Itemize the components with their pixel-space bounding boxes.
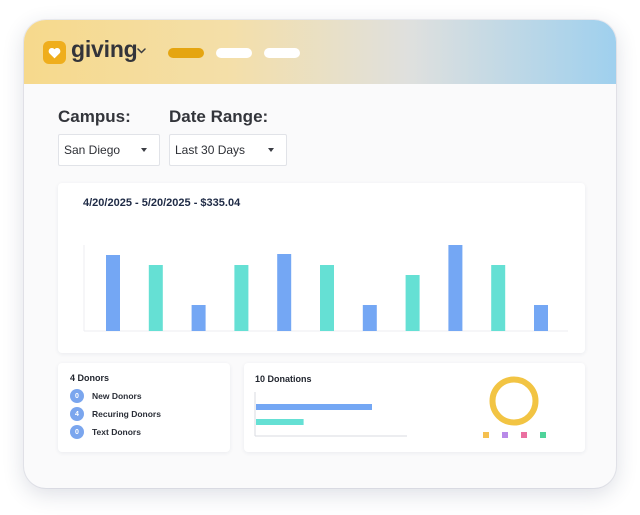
chart-bar[interactable] xyxy=(148,265,163,331)
chart-bar[interactable] xyxy=(191,305,206,331)
nav-pill[interactable] xyxy=(264,48,300,58)
donor-label: Text Donors xyxy=(92,427,141,437)
date-range-select-value: Last 30 Days xyxy=(175,143,246,157)
donor-label: New Donors xyxy=(92,391,142,401)
app-window: giving Campus: Date Range: San Diego Las… xyxy=(24,20,616,488)
legend-swatch xyxy=(483,432,489,438)
donations-title: 10 Donations xyxy=(255,374,312,384)
legend-swatch xyxy=(540,432,546,438)
heart-icon[interactable] xyxy=(43,41,66,64)
donations-chart xyxy=(254,376,546,438)
revenue-chart-card: 4/20/2025 - 5/20/2025 - $335.04 xyxy=(58,183,585,353)
chart-bar[interactable] xyxy=(534,305,548,331)
date-range-label: Date Range: xyxy=(169,107,269,126)
campus-select[interactable]: San Diego xyxy=(58,134,160,166)
donor-row-text[interactable]: 0 Text Donors xyxy=(70,425,141,439)
caret-down-icon xyxy=(141,148,147,152)
legend-swatch xyxy=(502,432,508,438)
campus-label: Campus: xyxy=(58,107,131,126)
donation-bar[interactable] xyxy=(256,419,304,425)
brand-name[interactable]: giving xyxy=(71,36,138,62)
chart-bar[interactable] xyxy=(405,275,420,331)
chart-bar[interactable] xyxy=(448,245,463,331)
bar-chart xyxy=(83,245,568,332)
donor-row-new[interactable]: 0 New Donors xyxy=(70,389,142,403)
nav-pill-active[interactable] xyxy=(168,48,204,58)
donors-card: 4 Donors 0 New Donors 4 Recuring Donors … xyxy=(58,363,230,452)
donations-card: 10 Donations xyxy=(244,363,585,452)
chart-bar[interactable] xyxy=(106,255,120,331)
donor-count-badge: 4 xyxy=(70,407,84,421)
chart-bar[interactable] xyxy=(320,265,334,331)
chart-bar[interactable] xyxy=(491,265,506,331)
donor-count-badge: 0 xyxy=(70,389,84,403)
chart-title: 4/20/2025 - 5/20/2025 - $335.04 xyxy=(83,197,241,209)
caret-down-icon xyxy=(268,148,274,152)
donor-label: Recuring Donors xyxy=(92,409,161,419)
chevron-down-icon[interactable] xyxy=(137,48,146,54)
app-header: giving xyxy=(24,20,616,84)
donor-count-badge: 0 xyxy=(70,425,84,439)
chart-bar[interactable] xyxy=(277,254,292,331)
donation-bar[interactable] xyxy=(256,404,372,410)
date-range-select[interactable]: Last 30 Days xyxy=(169,134,287,166)
donors-title: 4 Donors xyxy=(70,373,110,383)
chart-bar[interactable] xyxy=(234,265,249,331)
chart-bar[interactable] xyxy=(362,305,377,331)
nav-pill[interactable] xyxy=(216,48,252,58)
donations-donut xyxy=(489,376,539,426)
donor-row-recurring[interactable]: 4 Recuring Donors xyxy=(70,407,161,421)
campus-select-value: San Diego xyxy=(64,143,121,157)
legend-swatch xyxy=(521,432,527,438)
